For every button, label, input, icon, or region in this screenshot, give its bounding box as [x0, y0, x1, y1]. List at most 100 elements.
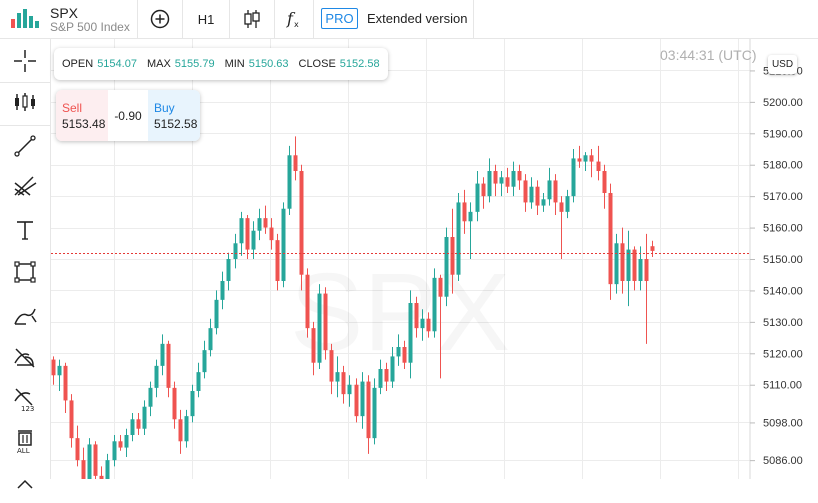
candle-body	[208, 328, 213, 351]
candle-body	[499, 177, 504, 184]
extended-version-link[interactable]: Extended version	[367, 11, 468, 26]
candle-body	[154, 365, 159, 388]
candle-body	[269, 227, 274, 241]
candle-body	[450, 237, 455, 275]
bars-style-tool[interactable]	[0, 82, 50, 122]
hide-indicators-icon: 123	[14, 388, 34, 412]
chart-type-button[interactable]	[230, 0, 274, 38]
price-tick-label: 5200.00	[763, 97, 803, 109]
candle-body	[650, 246, 655, 251]
fork-tool[interactable]	[0, 166, 50, 206]
toolbar-divider	[274, 0, 275, 38]
toolbar-divider	[473, 0, 474, 38]
candle-body	[293, 155, 298, 171]
candle-body	[577, 158, 582, 162]
price-tick-label: 5160.00	[763, 223, 803, 235]
price-tick-label: 5170.00	[763, 191, 803, 203]
price-chart[interactable]: SPX 5210.005200.005190.005180.005170.005…	[0, 0, 818, 479]
candle-body	[190, 391, 195, 417]
candle-body	[408, 303, 413, 363]
sidebar-divider	[0, 82, 50, 83]
timeframe-button[interactable]: H1	[183, 0, 229, 38]
price-tick-label: 5180.00	[763, 160, 803, 172]
price-tick-label: 5140.00	[763, 285, 803, 297]
price-tick-label: 5130.00	[763, 317, 803, 329]
candle-body	[535, 186, 540, 206]
trend-line-tool[interactable]	[0, 126, 50, 166]
symbol-ticker[interactable]: SPX	[50, 5, 79, 21]
svg-text:ALL: ALL	[17, 447, 30, 454]
candle-body	[614, 243, 619, 285]
candle-body	[402, 347, 407, 363]
sell-price: 5153.48	[62, 117, 106, 131]
candle-body	[160, 343, 165, 366]
candle-body	[130, 419, 135, 435]
candle-body	[305, 274, 310, 329]
text-tool[interactable]	[0, 210, 50, 250]
candle-body	[251, 230, 256, 250]
spread-value: -0.90	[114, 109, 142, 123]
candle-body	[220, 281, 225, 300]
trend-line-icon	[14, 135, 36, 157]
candle-body	[347, 384, 352, 395]
candle-body	[456, 202, 461, 275]
candle-body	[589, 155, 594, 162]
candle-body	[75, 438, 80, 461]
currency-button[interactable]: USD	[768, 55, 797, 74]
rectangle-icon	[14, 261, 36, 283]
brush-tool[interactable]	[0, 296, 50, 336]
candle-body	[468, 211, 473, 222]
svg-text:123: 123	[21, 405, 34, 412]
candle-body	[547, 180, 552, 200]
crosshair-tool[interactable]	[0, 41, 50, 81]
candle-body	[602, 171, 607, 193]
candle-body	[245, 218, 250, 250]
candle-body	[148, 387, 153, 407]
pitchfork-icon	[14, 176, 37, 196]
candle-body	[281, 208, 286, 281]
drawing-tools-sidebar: 123 ALL	[0, 39, 51, 489]
candle-body	[93, 444, 98, 476]
sidebar-divider	[0, 125, 50, 126]
candle-body	[105, 460, 110, 479]
max-label: MAX	[146, 58, 171, 70]
candle-body	[287, 155, 292, 209]
max-value: 5155.79	[174, 58, 215, 70]
candle-body	[583, 155, 588, 162]
candle-body	[354, 384, 359, 417]
candle-body	[475, 183, 480, 212]
candle-body	[571, 158, 576, 197]
candle-body	[378, 369, 383, 388]
hide-drawings-tool[interactable]	[0, 337, 50, 377]
hide-indicators-tool[interactable]: 123	[0, 379, 50, 419]
min-label: MIN	[224, 58, 245, 70]
candle-body	[481, 183, 486, 197]
pro-badge[interactable]: PRO	[321, 8, 358, 29]
utc-clock: 03:44:31 (UTC)	[660, 47, 757, 63]
candle-body	[366, 381, 371, 439]
candle-body	[511, 171, 516, 187]
close-label: CLOSE	[298, 58, 336, 70]
candle-body	[239, 218, 244, 244]
candle-body	[372, 387, 377, 439]
candle-body	[360, 381, 365, 417]
rectangle-tool[interactable]	[0, 252, 50, 292]
candle-body	[523, 180, 528, 203]
candle-body	[202, 350, 207, 373]
candle-body	[596, 161, 601, 171]
sell-button[interactable]: Sell 5153.48	[56, 90, 108, 141]
more-tools-button[interactable]	[0, 463, 50, 503]
toolbar-divider	[313, 0, 314, 38]
plus-circle-icon	[150, 9, 170, 29]
candle-body	[166, 343, 171, 388]
candle-body	[432, 277, 437, 332]
delete-all-tool[interactable]: ALL	[0, 421, 50, 461]
toolbar-divider	[229, 0, 230, 38]
add-indicator-button[interactable]	[138, 0, 182, 38]
price-tick-label: 5110.00	[763, 380, 802, 392]
candle-body	[51, 359, 56, 376]
buy-button[interactable]: Buy 5152.58	[148, 90, 200, 141]
candle-body	[142, 406, 147, 429]
candles	[51, 136, 655, 479]
